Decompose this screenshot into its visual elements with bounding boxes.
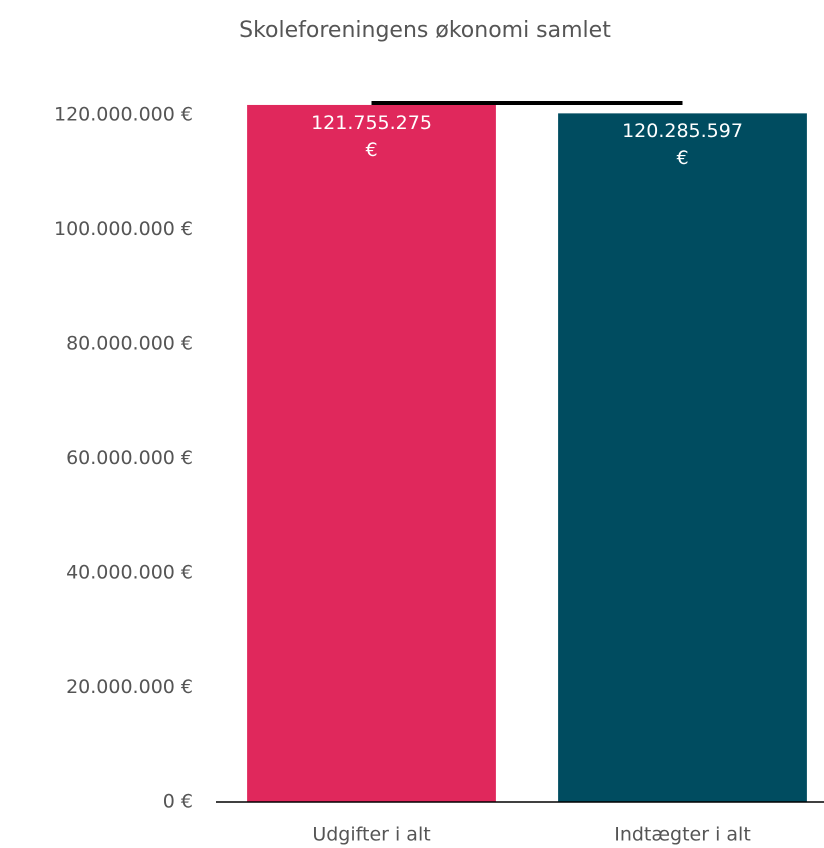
- y-tick-label: 0 €: [163, 791, 193, 813]
- y-tick-label: 80.000.000 €: [66, 333, 193, 355]
- y-tick-label: 40.000.000 €: [66, 562, 193, 584]
- x-tick-label: Udgifter i alt: [312, 824, 430, 846]
- bar: [558, 113, 807, 802]
- y-tick-label: 100.000.000 €: [54, 218, 193, 240]
- y-tick-label: 60.000.000 €: [66, 447, 193, 469]
- chart-title: Skoleforeningens økonomi samlet: [239, 18, 611, 43]
- x-tick-label: Indtægter i alt: [614, 824, 751, 846]
- value-label: 120.285.597 €: [622, 120, 743, 170]
- y-tick-label: 120.000.000 €: [54, 104, 193, 126]
- value-label: 121.755.275 €: [311, 111, 432, 161]
- bar: [247, 104, 496, 802]
- y-tick-label: 20.000.000 €: [66, 676, 193, 698]
